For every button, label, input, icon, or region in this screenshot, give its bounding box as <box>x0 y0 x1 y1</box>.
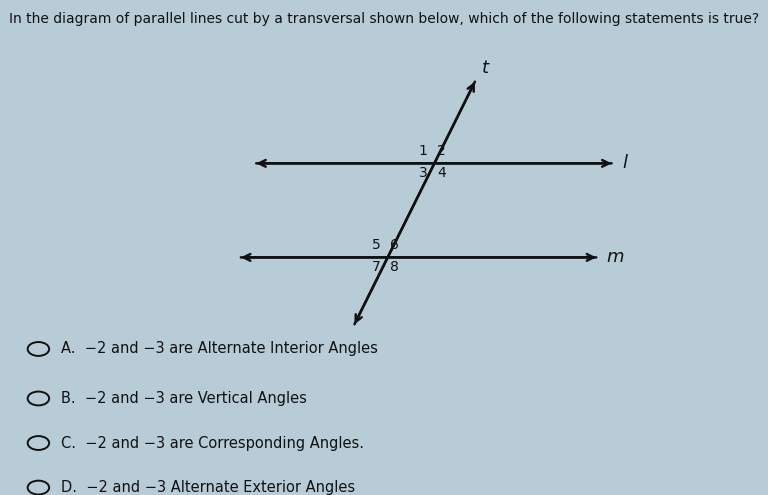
Text: t: t <box>482 59 489 77</box>
Text: 6: 6 <box>390 238 399 252</box>
Text: C.  −2 and −3 are Corresponding Angles.: C. −2 and −3 are Corresponding Angles. <box>61 436 365 450</box>
Text: A.  −2 and −3 are Alternate Interior Angles: A. −2 and −3 are Alternate Interior Angl… <box>61 342 379 356</box>
Text: 3: 3 <box>419 166 428 180</box>
Text: 7: 7 <box>372 260 381 274</box>
Text: D.  −2 and −3 Alternate Exterior Angles: D. −2 and −3 Alternate Exterior Angles <box>61 480 356 495</box>
Text: In the diagram of parallel lines cut by a transversal shown below, which of the : In the diagram of parallel lines cut by … <box>9 12 759 26</box>
Text: 4: 4 <box>437 166 446 180</box>
Text: l: l <box>622 154 627 172</box>
Text: B.  −2 and −3 are Vertical Angles: B. −2 and −3 are Vertical Angles <box>61 391 307 406</box>
Text: 2: 2 <box>437 144 446 158</box>
Text: 8: 8 <box>390 260 399 274</box>
Text: 5: 5 <box>372 238 381 252</box>
Text: m: m <box>607 248 624 266</box>
Text: 1: 1 <box>419 144 428 158</box>
